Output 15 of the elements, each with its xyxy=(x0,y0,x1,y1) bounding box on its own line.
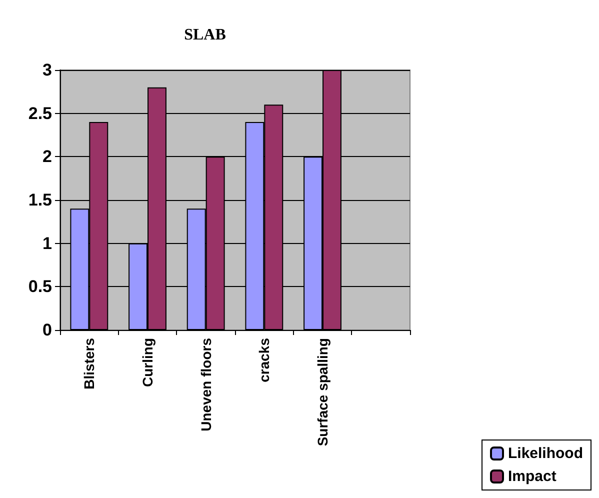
x-tick-label: Blisters xyxy=(81,338,98,390)
y-tick-label: 1 xyxy=(42,234,52,253)
x-tick-label: Curling xyxy=(140,338,156,387)
y-tick-label: 2 xyxy=(42,147,52,166)
legend-label: Likelihood xyxy=(508,445,583,462)
y-tick-label: 2.5 xyxy=(28,104,52,123)
y-tick-label: 3 xyxy=(42,60,52,80)
chart-title: SLAB xyxy=(184,26,226,44)
x-tick-label: Surface spalling xyxy=(314,338,330,446)
x-tick-label: cracks xyxy=(256,338,272,382)
legend-label: Impact xyxy=(508,468,556,485)
y-tick-label: 0.5 xyxy=(28,277,52,296)
y-tick-label: 1.5 xyxy=(28,190,52,210)
y-tick-label: 0 xyxy=(42,320,52,340)
x-tick-label: Uneven floors xyxy=(198,338,214,432)
